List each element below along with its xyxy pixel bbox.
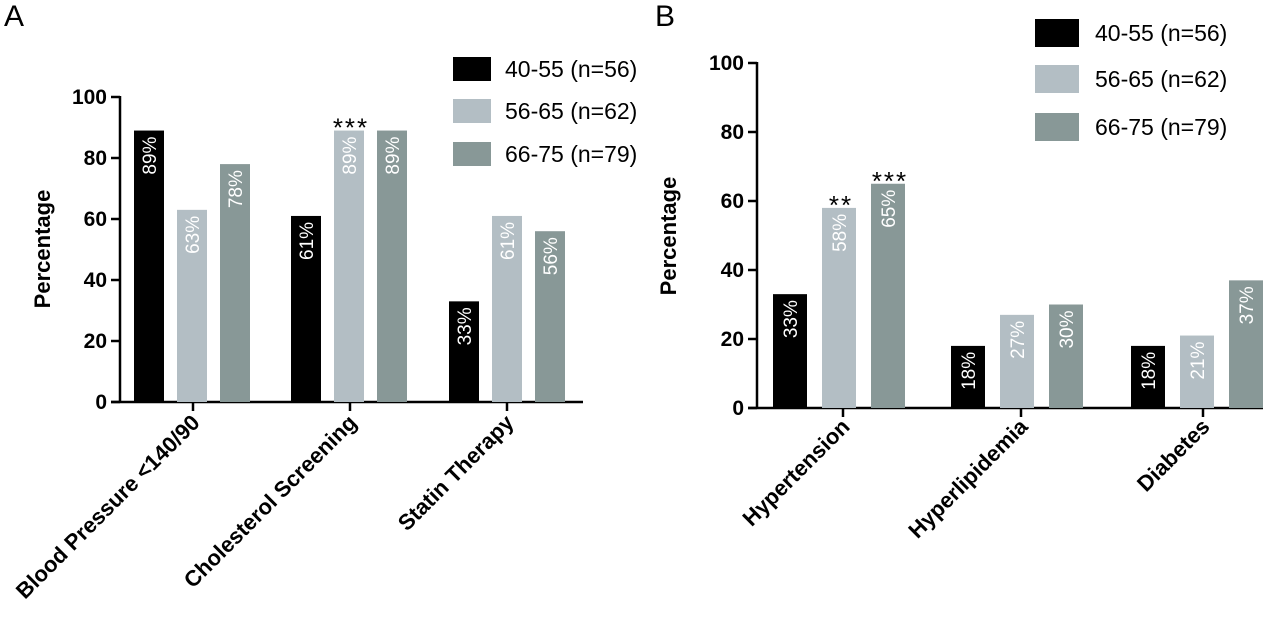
bar-value-label: 63% xyxy=(183,216,204,254)
bar xyxy=(951,345,985,408)
y-axis-label: Percentage xyxy=(656,177,681,296)
bar xyxy=(334,130,364,403)
x-category-label: Cholesterol Screening xyxy=(179,410,362,593)
y-tick-label: 20 xyxy=(84,330,107,353)
bar-value-label: 30% xyxy=(1057,310,1078,348)
y-tick-label: 60 xyxy=(721,190,744,213)
bar-value-label: 37% xyxy=(1237,286,1258,324)
panel-letter: B xyxy=(655,0,675,33)
legend: 40-55 (n=56) 56-65 (n=62) 66-75 (n=79) xyxy=(453,56,637,167)
bar-value-label: 89% xyxy=(383,136,404,174)
bar xyxy=(291,215,321,402)
bar-value-label: 58% xyxy=(830,214,851,252)
bar-value-label: 21% xyxy=(1188,341,1209,379)
chart-panel-a: A 0 20 40 60 80 100 Percentage 89% 63% 78% Blood Pr… xyxy=(4,0,637,604)
bar xyxy=(1049,304,1083,408)
bar xyxy=(449,301,479,402)
y-tick-label: 0 xyxy=(732,397,744,420)
legend-label: 66-75 (n=79) xyxy=(1095,114,1227,140)
legend-label: 56-65 (n=62) xyxy=(505,98,637,124)
chart-panel-b: B 0 20 40 60 80 100 Percentage 33% 58% 65% Hyperten… xyxy=(655,0,1263,543)
y-tick-label: 80 xyxy=(84,147,107,170)
legend-label: 66-75 (n=79) xyxy=(505,141,637,167)
bar xyxy=(822,207,856,408)
bar-value-label: 18% xyxy=(959,352,980,390)
bar-value-label: 61% xyxy=(297,222,318,260)
y-tick-label: 100 xyxy=(72,86,107,109)
bar-value-label: 18% xyxy=(1139,352,1160,390)
x-category-label: Blood Pressure <140/90 xyxy=(11,410,205,604)
bar xyxy=(1180,335,1214,408)
y-tick-label: 60 xyxy=(84,208,107,231)
x-category-label: Hypertension xyxy=(737,414,854,531)
significance-marker: ** xyxy=(829,190,853,220)
legend-label: 56-65 (n=62) xyxy=(1095,66,1227,92)
x-category-label: Hyperlipidemia xyxy=(903,413,1033,543)
y-tick-label: 20 xyxy=(721,328,744,351)
y-tick-label: 40 xyxy=(84,269,107,292)
bar xyxy=(177,209,207,402)
bar-value-label: 33% xyxy=(781,300,802,338)
bar xyxy=(871,183,905,408)
bar xyxy=(220,164,250,402)
bar xyxy=(134,130,164,403)
y-tick-label: 0 xyxy=(95,391,107,414)
y-tick-label: 100 xyxy=(709,52,744,75)
legend-swatch xyxy=(453,142,491,166)
x-category-label: Statin Therapy xyxy=(393,409,519,535)
bar-value-label: 33% xyxy=(455,307,476,345)
y-axis-label: Percentage xyxy=(30,190,55,309)
bar-value-label: 56% xyxy=(541,237,562,275)
significance-marker: *** xyxy=(333,113,369,143)
bar-value-label: 61% xyxy=(498,222,519,260)
bar xyxy=(1000,314,1034,408)
x-category-label: Diabetes xyxy=(1132,414,1215,497)
legend-swatch xyxy=(453,57,491,81)
bar-value-label: 89% xyxy=(140,136,161,174)
bar xyxy=(1229,280,1263,408)
legend-swatch xyxy=(1035,113,1079,141)
bar xyxy=(492,215,522,402)
y-tick-label: 40 xyxy=(721,259,744,282)
bar xyxy=(377,130,407,403)
legend: 40-55 (n=56) 56-65 (n=62) 66-75 (n=79) xyxy=(1035,19,1227,141)
legend-swatch xyxy=(453,99,491,123)
bar-value-label: 65% xyxy=(879,190,900,228)
bar xyxy=(1131,345,1165,408)
significance-marker: *** xyxy=(872,166,908,196)
bar-value-label: 89% xyxy=(340,136,361,174)
legend-swatch xyxy=(1035,65,1079,93)
bar-value-label: 78% xyxy=(226,170,247,208)
legend-label: 40-55 (n=56) xyxy=(505,56,637,82)
panel-letter: A xyxy=(4,0,24,33)
y-tick-label: 80 xyxy=(721,121,744,144)
legend-label: 40-55 (n=56) xyxy=(1095,20,1227,46)
bar xyxy=(773,294,807,408)
bar-value-label: 27% xyxy=(1008,321,1029,359)
bar xyxy=(535,231,565,402)
legend-swatch xyxy=(1035,19,1079,47)
